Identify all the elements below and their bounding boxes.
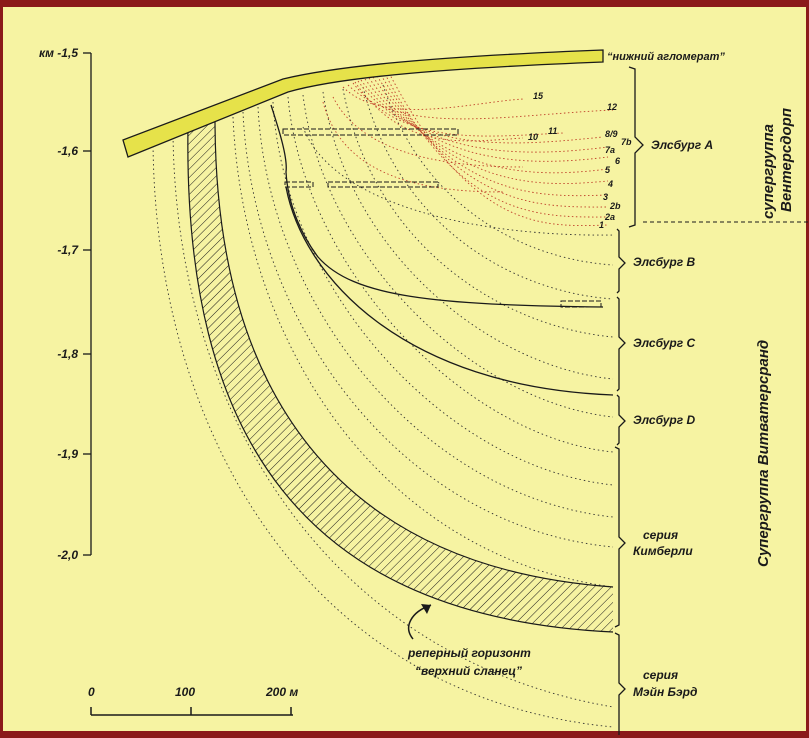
elsburg-c-base-line [285,186,614,396]
bed-number: 11 [548,126,557,136]
bed-number: 1 [599,220,604,230]
bed-line [352,82,564,137]
stratum-line [302,94,614,418]
stratum-line [362,86,614,300]
ventersdorp-label-1: супергруппа [760,124,777,219]
elsburg-d-label: Элсбург D [633,413,695,427]
marker-horizon-band [187,119,613,632]
stratum-line [152,136,614,728]
bed-line [354,81,524,142]
bed-line [364,78,609,162]
depth-tick-label: -2,0 [57,548,78,562]
stratum-line [342,88,614,338]
bed-number: 6 [615,156,621,166]
bracket-elsburg-d [616,394,626,446]
bracket-main-bird [614,632,626,735]
stratum-line [287,96,614,453]
depth-tick-label: -1,9 [57,447,78,461]
bed-number: 3 [603,192,608,202]
bed-line [384,73,609,218]
scale-label: 200 м [265,685,298,699]
bed-number: 5 [605,165,611,175]
bed-line [376,75,609,197]
bed-line [372,76,609,184]
cross-section-diagram: км -1,5 -1,6 -1,7 -1,8 -1,9 -2,0 [39,46,809,735]
bracket-kimberley [614,446,626,628]
lower-agglomerate-band [122,49,604,158]
depth-tick-label: км -1,5 [39,46,78,60]
kimberley-label-2: Кимберли [633,544,693,558]
bed-numbers: 15 12 11 10 8/9 7b 7a 6 5 4 3 2b 2a 1 [528,91,632,230]
elsburg-b-base-line [270,104,604,308]
bed-number: 7a [605,145,615,155]
bed-number: 4 [607,179,613,189]
bed-number: 10 [528,132,538,142]
bed-line [332,96,524,168]
reef-box [560,300,602,308]
stratum-line [322,91,614,380]
bracket-elsburg-c [616,296,626,392]
bed-number: 12 [607,102,617,112]
unconformity-lines [270,104,614,396]
ventersdorp-label-2: Вентерсдорп [778,108,795,212]
scale-bar: 0 100 200 м [88,685,298,716]
lower-agglomerate-label: “нижний агломерат” [607,51,725,63]
stratum-line [272,101,614,486]
bed-number: 2a [604,212,615,222]
bed-number: 15 [533,91,544,101]
stratum-line [382,84,614,266]
bracket-elsburg-b [616,228,626,294]
elsburg-b-label: Элсбург В [633,255,695,269]
bed-line [347,84,614,120]
bed-line [342,86,524,110]
bed-line [388,72,609,226]
bed-line [380,74,609,208]
elsburg-c-label: Элсбург С [633,336,695,350]
reef-box [284,181,314,188]
elsburg-a-label: Элсбург А [651,138,713,152]
reef-boxes [282,128,602,308]
depth-tick-label: -1,7 [57,243,79,257]
marker-horizon-label-2: “верхний сланец” [415,664,522,678]
marker-arrow-head [421,604,431,614]
elsburg-a-beds [322,72,614,226]
outer-strata [152,84,614,728]
marker-horizon-label-1: реперный горизонт [407,646,531,660]
reef-box [327,181,439,188]
bed-line [368,77,609,174]
stratum-line [232,116,614,588]
depth-tick-label: -1,8 [57,347,78,361]
scale-label: 0 [88,685,95,699]
depth-axis: км -1,5 -1,6 -1,7 -1,8 -1,9 -2,0 [39,46,92,562]
witwatersrand-label: Супергруппа Витватерсранд [755,340,772,567]
main-bird-label-1: серия [643,668,678,682]
bed-number: 2b [609,201,621,211]
stratum-line [172,131,614,708]
stratum-line [242,111,614,548]
bed-line [360,79,609,153]
marker-horizon-outer-line [187,126,614,633]
scale-label: 100 [175,685,195,699]
stratum-line [302,126,614,236]
bed-number: 7b [621,137,632,147]
bed-number: 8/9 [605,129,618,139]
bracket-elsburg-a [628,66,644,228]
unit-brackets [614,66,644,735]
reef-box [282,128,459,136]
depth-tick-label: -1,6 [57,144,78,158]
main-bird-label-2: Мэйн Бэрд [633,685,697,699]
kimberley-label-1: серия [643,528,678,542]
marker-horizon-inner-line [214,118,614,588]
